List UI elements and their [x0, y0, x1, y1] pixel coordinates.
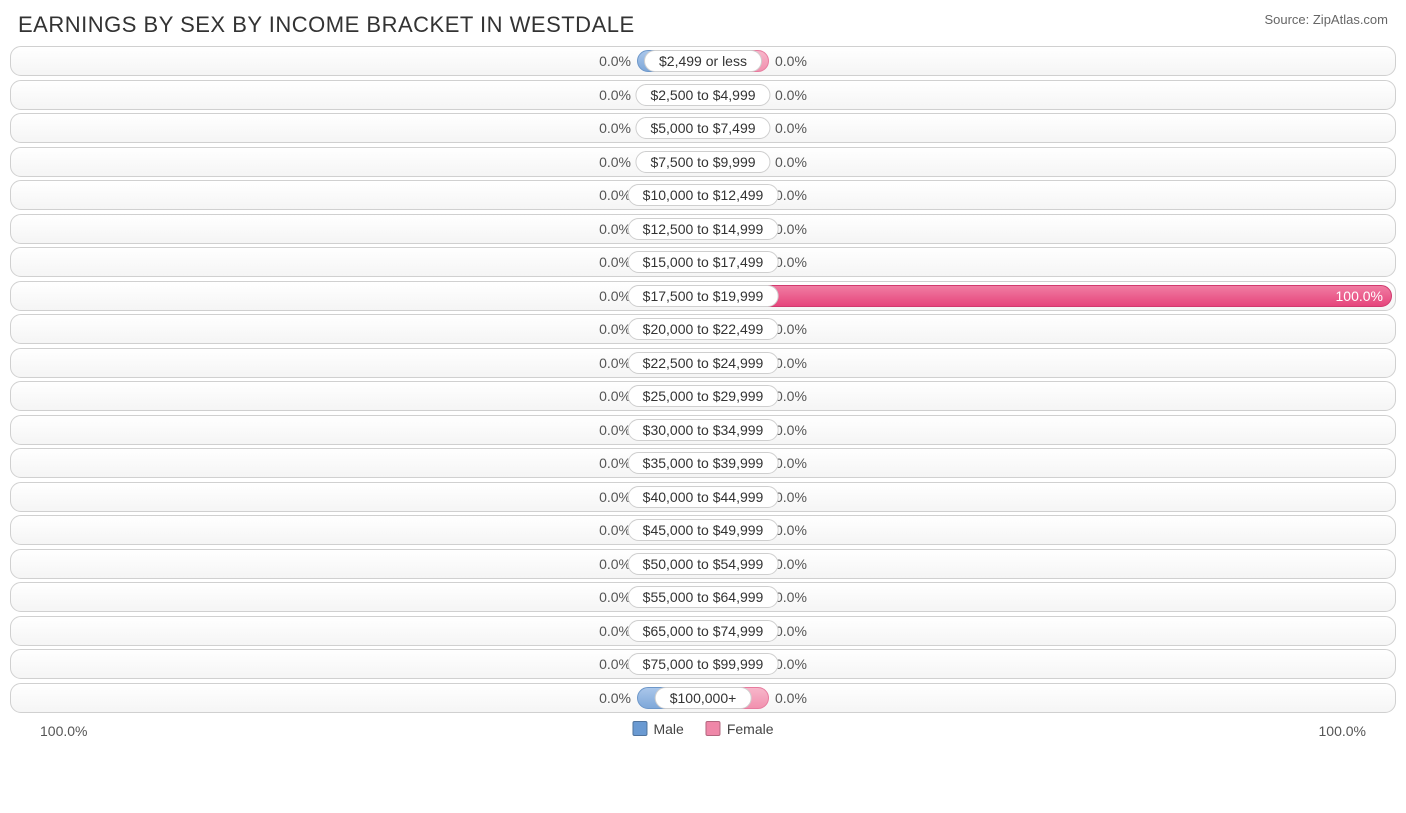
- pct-female: 0.0%: [775, 87, 807, 103]
- axis-max-left: 100.0%: [40, 723, 87, 739]
- chart-row: 0.0% 0.0%$20,000 to $22,499: [10, 314, 1396, 344]
- legend-swatch-male: [632, 721, 647, 736]
- pct-male: 0.0%: [599, 221, 631, 237]
- pct-male: 0.0%: [599, 87, 631, 103]
- category-label: $40,000 to $44,999: [628, 486, 779, 508]
- pct-male: 0.0%: [599, 455, 631, 471]
- category-label: $17,500 to $19,999: [628, 285, 779, 307]
- pct-female: 0.0%: [775, 388, 807, 404]
- chart-row: 0.0% 0.0%$65,000 to $74,999: [10, 616, 1396, 646]
- pct-male: 0.0%: [599, 656, 631, 672]
- pct-female: 0.0%: [775, 154, 807, 170]
- category-label: $15,000 to $17,499: [628, 251, 779, 273]
- source-prefix: Source:: [1264, 12, 1312, 27]
- chart-area: 0.0%0.0%$2,499 or less0.0%0.0%$2,500 to …: [0, 46, 1406, 713]
- pct-female: 0.0%: [775, 355, 807, 371]
- category-label: $2,500 to $4,999: [635, 84, 770, 106]
- chart-title: EARNINGS BY SEX BY INCOME BRACKET IN WES…: [18, 12, 635, 38]
- pct-male: 0.0%: [599, 288, 631, 304]
- pct-female: 0.0%: [775, 187, 807, 203]
- pct-male: 0.0%: [599, 522, 631, 538]
- chart-row: 0.0% 0.0%$35,000 to $39,999: [10, 448, 1396, 478]
- pct-female: 0.0%: [775, 556, 807, 572]
- chart-row: 0.0% 0.0% $100,000+: [10, 683, 1396, 713]
- category-label: $100,000+: [655, 687, 752, 709]
- pct-male: 0.0%: [599, 154, 631, 170]
- legend-swatch-female: [706, 721, 721, 736]
- chart-header: EARNINGS BY SEX BY INCOME BRACKET IN WES…: [0, 0, 1406, 46]
- pct-male: 0.0%: [599, 355, 631, 371]
- pct-female: 100.0%: [1336, 288, 1383, 304]
- legend-item-male: Male: [632, 721, 683, 737]
- chart-row: 0.0% 0.0%$55,000 to $64,999: [10, 582, 1396, 612]
- category-label: $7,500 to $9,999: [635, 151, 770, 173]
- pct-male: 0.0%: [599, 623, 631, 639]
- pct-female: 0.0%: [775, 690, 807, 706]
- category-label: $12,500 to $14,999: [628, 218, 779, 240]
- axis-max-right: 100.0%: [1319, 723, 1366, 739]
- chart-row: 0.0% 0.0%$10,000 to $12,499: [10, 180, 1396, 210]
- pct-female: 0.0%: [775, 221, 807, 237]
- chart-row: 0.0% 100.0% $17,500 to $19,999: [10, 281, 1396, 311]
- category-label: $2,499 or less: [644, 50, 762, 72]
- pct-male: 0.0%: [599, 120, 631, 136]
- chart-row: 0.0%0.0%$2,500 to $4,999: [10, 80, 1396, 110]
- chart-source: Source: ZipAtlas.com: [1264, 12, 1388, 27]
- legend-label-male: Male: [653, 721, 683, 737]
- pct-male: 0.0%: [599, 489, 631, 505]
- category-label: $10,000 to $12,499: [628, 184, 779, 206]
- category-label: $22,500 to $24,999: [628, 352, 779, 374]
- category-label: $65,000 to $74,999: [628, 620, 779, 642]
- chart-row: 0.0% 0.0%$45,000 to $49,999: [10, 515, 1396, 545]
- source-name: ZipAtlas.com: [1313, 12, 1388, 27]
- pct-female: 0.0%: [775, 422, 807, 438]
- category-label: $75,000 to $99,999: [628, 653, 779, 675]
- pct-female: 0.0%: [775, 53, 807, 69]
- legend-item-female: Female: [706, 721, 774, 737]
- category-label: $25,000 to $29,999: [628, 385, 779, 407]
- category-label: $20,000 to $22,499: [628, 318, 779, 340]
- pct-female: 0.0%: [775, 656, 807, 672]
- half-female: [703, 282, 1395, 310]
- pct-female: 0.0%: [775, 120, 807, 136]
- chart-row: 0.0% 0.0% $2,499 or less: [10, 46, 1396, 76]
- category-label: $55,000 to $64,999: [628, 586, 779, 608]
- chart-row: 0.0% 0.0%$75,000 to $99,999: [10, 649, 1396, 679]
- pct-male: 0.0%: [599, 254, 631, 270]
- chart-row: 0.0% 0.0%$50,000 to $54,999: [10, 549, 1396, 579]
- chart-row: 0.0% 0.0%$30,000 to $34,999: [10, 415, 1396, 445]
- pct-male: 0.0%: [599, 53, 631, 69]
- pct-female: 0.0%: [775, 321, 807, 337]
- category-label: $5,000 to $7,499: [635, 117, 770, 139]
- pct-male: 0.0%: [599, 321, 631, 337]
- pct-female: 0.0%: [775, 254, 807, 270]
- chart-legend: Male Female: [632, 721, 773, 737]
- legend-label-female: Female: [727, 721, 774, 737]
- pct-female: 0.0%: [775, 589, 807, 605]
- chart-row: 0.0%0.0%$5,000 to $7,499: [10, 113, 1396, 143]
- chart-row: 0.0% 0.0%$12,500 to $14,999: [10, 214, 1396, 244]
- chart-row: 0.0% 0.0%$40,000 to $44,999: [10, 482, 1396, 512]
- chart-row: 0.0% 0.0%$25,000 to $29,999: [10, 381, 1396, 411]
- category-label: $45,000 to $49,999: [628, 519, 779, 541]
- pct-female: 0.0%: [775, 489, 807, 505]
- pct-male: 0.0%: [599, 187, 631, 203]
- chart-row: 0.0%0.0%$7,500 to $9,999: [10, 147, 1396, 177]
- pct-male: 0.0%: [599, 388, 631, 404]
- chart-row: 0.0% 0.0%$22,500 to $24,999: [10, 348, 1396, 378]
- pct-male: 0.0%: [599, 422, 631, 438]
- category-label: $50,000 to $54,999: [628, 553, 779, 575]
- pct-male: 0.0%: [599, 556, 631, 572]
- category-label: $35,000 to $39,999: [628, 452, 779, 474]
- pct-male: 0.0%: [599, 589, 631, 605]
- chart-row: 0.0% 0.0%$15,000 to $17,499: [10, 247, 1396, 277]
- pct-female: 0.0%: [775, 522, 807, 538]
- pct-male: 0.0%: [599, 690, 631, 706]
- chart-footer: 100.0% Male Female 100.0%: [0, 719, 1406, 749]
- category-label: $30,000 to $34,999: [628, 419, 779, 441]
- pct-female: 0.0%: [775, 455, 807, 471]
- pct-female: 0.0%: [775, 623, 807, 639]
